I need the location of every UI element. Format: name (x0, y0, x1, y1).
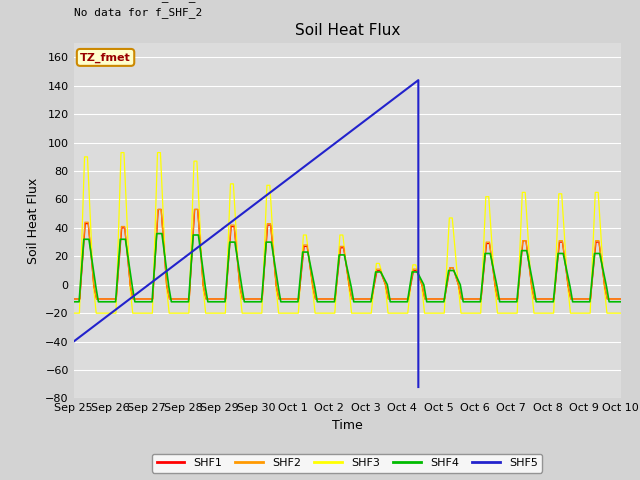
Text: No data for f_SHF_1: No data for f_SHF_1 (74, 0, 202, 1)
X-axis label: Time: Time (332, 419, 363, 432)
Title: Soil Heat Flux: Soil Heat Flux (294, 23, 400, 38)
Text: TZ_fmet: TZ_fmet (80, 52, 131, 62)
Text: No data for f_SHF_2: No data for f_SHF_2 (74, 7, 202, 18)
Legend: SHF1, SHF2, SHF3, SHF4, SHF5: SHF1, SHF2, SHF3, SHF4, SHF5 (152, 454, 542, 473)
Y-axis label: Soil Heat Flux: Soil Heat Flux (27, 178, 40, 264)
